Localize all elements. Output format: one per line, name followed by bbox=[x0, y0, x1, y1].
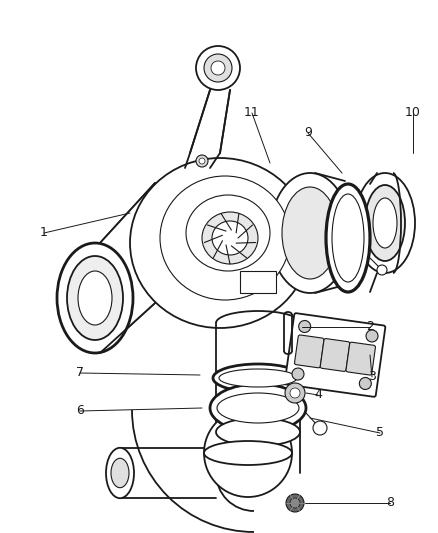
Ellipse shape bbox=[365, 185, 405, 261]
Ellipse shape bbox=[78, 271, 112, 325]
Text: 11: 11 bbox=[244, 107, 260, 119]
Circle shape bbox=[359, 377, 371, 390]
Ellipse shape bbox=[210, 384, 306, 432]
Ellipse shape bbox=[332, 194, 364, 282]
Polygon shape bbox=[190, 90, 230, 153]
Ellipse shape bbox=[67, 256, 123, 340]
Circle shape bbox=[199, 158, 205, 164]
Text: 10: 10 bbox=[405, 107, 421, 119]
Polygon shape bbox=[100, 183, 155, 353]
Text: 9: 9 bbox=[304, 126, 312, 140]
Ellipse shape bbox=[111, 458, 129, 488]
Text: 6: 6 bbox=[76, 405, 84, 417]
Circle shape bbox=[211, 61, 225, 75]
Circle shape bbox=[290, 498, 300, 508]
Circle shape bbox=[286, 494, 304, 512]
Circle shape bbox=[299, 320, 311, 333]
FancyBboxPatch shape bbox=[285, 313, 385, 397]
Circle shape bbox=[290, 388, 300, 398]
Ellipse shape bbox=[57, 243, 133, 353]
FancyBboxPatch shape bbox=[294, 335, 324, 368]
Text: 8: 8 bbox=[386, 497, 394, 510]
FancyBboxPatch shape bbox=[240, 271, 276, 293]
Ellipse shape bbox=[130, 158, 310, 328]
Circle shape bbox=[366, 330, 378, 342]
Circle shape bbox=[285, 383, 305, 403]
Ellipse shape bbox=[373, 198, 397, 248]
FancyBboxPatch shape bbox=[320, 338, 350, 372]
Ellipse shape bbox=[282, 187, 338, 279]
Ellipse shape bbox=[219, 369, 297, 387]
Ellipse shape bbox=[355, 173, 415, 273]
Circle shape bbox=[313, 421, 327, 435]
Circle shape bbox=[204, 409, 292, 497]
Text: 5: 5 bbox=[376, 426, 384, 440]
Ellipse shape bbox=[204, 441, 292, 465]
Ellipse shape bbox=[326, 184, 370, 292]
FancyBboxPatch shape bbox=[346, 342, 375, 375]
Text: 3: 3 bbox=[368, 370, 376, 384]
Ellipse shape bbox=[186, 195, 270, 271]
Ellipse shape bbox=[217, 393, 299, 423]
Circle shape bbox=[204, 54, 232, 82]
Ellipse shape bbox=[160, 176, 290, 300]
Ellipse shape bbox=[106, 448, 134, 498]
Ellipse shape bbox=[212, 221, 248, 255]
Text: 1: 1 bbox=[40, 227, 48, 239]
Text: 4: 4 bbox=[314, 389, 322, 401]
Ellipse shape bbox=[213, 364, 303, 392]
Ellipse shape bbox=[216, 418, 300, 446]
Text: 7: 7 bbox=[76, 367, 84, 379]
Circle shape bbox=[377, 265, 387, 275]
Circle shape bbox=[196, 155, 208, 167]
Text: 2: 2 bbox=[366, 320, 374, 334]
Circle shape bbox=[292, 368, 304, 380]
Circle shape bbox=[196, 46, 240, 90]
Ellipse shape bbox=[202, 212, 258, 264]
Ellipse shape bbox=[270, 173, 350, 293]
